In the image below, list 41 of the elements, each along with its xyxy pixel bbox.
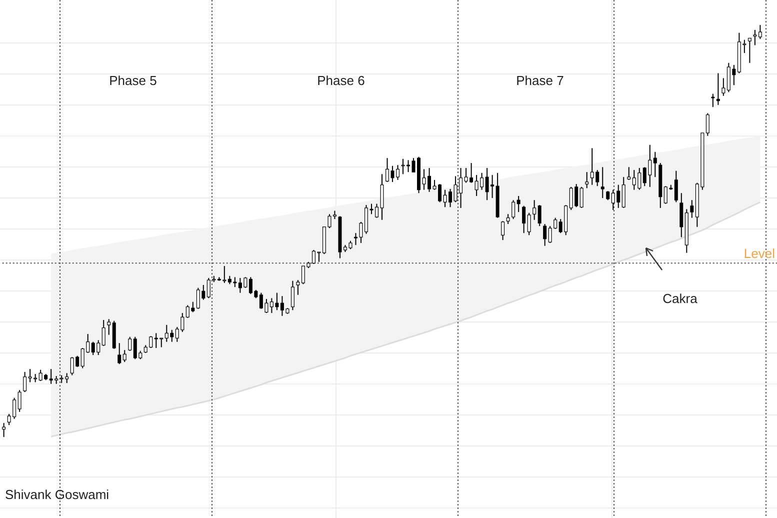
annotation: Cakra <box>662 291 698 306</box>
candlestick <box>622 176 626 208</box>
candlestick <box>690 200 694 218</box>
candlestick <box>118 342 122 365</box>
candlestick <box>516 195 520 213</box>
annotation: Phase 6 <box>317 73 365 88</box>
candlestick <box>543 223 547 246</box>
candlestick <box>585 172 589 189</box>
candlestick <box>538 204 542 227</box>
candlestick <box>122 350 126 363</box>
candlestick <box>501 220 505 241</box>
annotation: Phase 7 <box>516 73 564 88</box>
candlestick <box>102 319 106 346</box>
candlestick <box>18 390 22 412</box>
candlestick <box>506 214 510 224</box>
candlestick <box>758 24 762 40</box>
candlestick <box>748 38 752 64</box>
candlestick <box>532 200 536 220</box>
candlestick <box>128 336 132 352</box>
annotation: Phase 5 <box>109 73 157 88</box>
candlestick <box>722 78 726 96</box>
candlestick <box>2 422 6 438</box>
candlestick <box>527 212 531 236</box>
candlestick <box>512 200 516 220</box>
candlestick <box>522 205 526 234</box>
candlestick <box>23 371 27 393</box>
candlestick <box>716 72 720 106</box>
candlestick <box>627 166 631 180</box>
candlestick <box>290 280 294 311</box>
candlestick <box>706 112 710 136</box>
candlestick <box>580 186 584 208</box>
candlestick <box>674 170 678 203</box>
candlestick <box>653 151 657 178</box>
candlestick <box>296 280 300 296</box>
candlestick <box>107 318 111 336</box>
text: Shivank Goswami <box>5 487 110 502</box>
candlestick <box>753 29 757 46</box>
candlestick <box>606 190 610 201</box>
candlestick <box>680 192 684 238</box>
candlestick <box>600 166 604 199</box>
ref-line-label: Level <box>744 246 776 262</box>
